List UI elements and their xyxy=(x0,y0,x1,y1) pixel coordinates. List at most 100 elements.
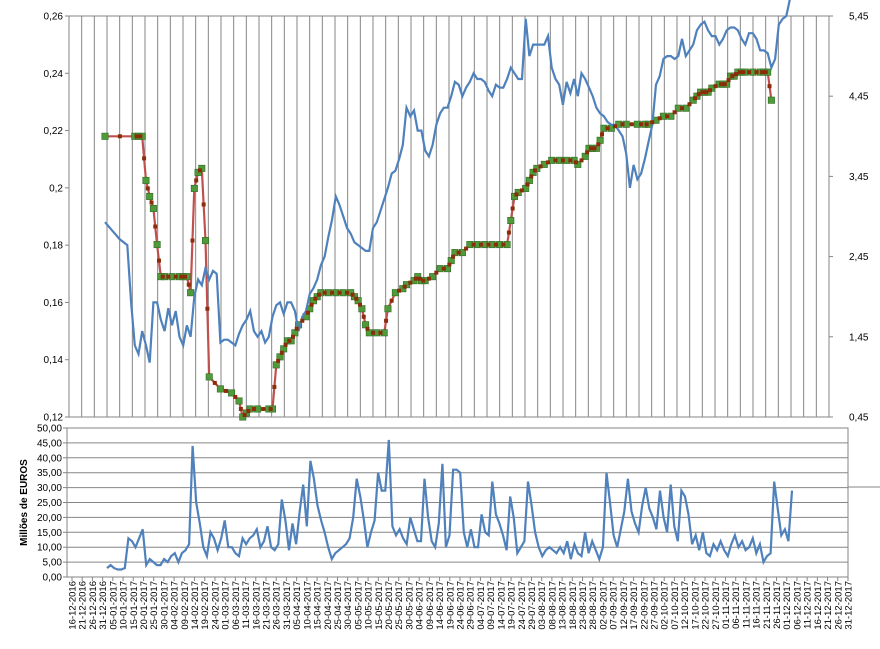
series-right-minor-point xyxy=(309,302,314,307)
series-right-minor-point xyxy=(194,178,199,183)
bottom-x-tick-label: 05-04-2017 xyxy=(292,581,303,630)
bottom-x-tick-label: 11-11-2017 xyxy=(741,581,752,628)
bottom-axis-tick-label: 25,00 xyxy=(37,498,62,509)
series-right-minor-point xyxy=(145,186,150,191)
series-right-minor-point xyxy=(680,106,685,111)
bottom-x-tick-label: 21-03-2017 xyxy=(262,581,273,630)
bottom-x-tick-label: 20-04-2017 xyxy=(323,581,334,630)
series-right-minor-point xyxy=(730,74,735,79)
series-right-point xyxy=(235,397,243,405)
bottom-x-tick-label: 31-03-2017 xyxy=(282,581,293,630)
series-right-minor-point xyxy=(532,168,537,173)
series-right-minor-point xyxy=(510,206,515,211)
bottom-x-tick-label: 30-05-2017 xyxy=(404,581,415,630)
series-right-minor-point xyxy=(251,406,256,411)
bottom-x-tick-label: 19-02-2017 xyxy=(200,581,211,630)
series-right-minor-point xyxy=(317,292,322,297)
series-right-minor-point xyxy=(305,310,310,315)
bottom-series-line xyxy=(106,439,794,571)
bottom-x-tick-label: 11-03-2017 xyxy=(241,581,252,629)
series-right-minor-point xyxy=(553,158,558,163)
series-right-minor-point xyxy=(538,164,543,169)
bottom-x-tick-label: 21-11-2017 xyxy=(762,581,773,629)
bottom-x-tick-label: 26-12-2017 xyxy=(833,581,844,630)
bottom-x-tick-label: 06-11-2017 xyxy=(731,581,742,629)
series-right-minor-point xyxy=(613,124,618,129)
left-axis-tick-label: 0,24 xyxy=(44,69,64,80)
series-right-point xyxy=(190,184,198,192)
bottom-x-tick-label: 15-05-2017 xyxy=(374,581,385,630)
series-right-minor-point xyxy=(276,358,281,363)
bottom-x-tick-label: 09-06-2017 xyxy=(425,581,436,630)
series-right-minor-point xyxy=(183,274,188,279)
series-right-minor-point xyxy=(186,282,191,287)
series-right-point xyxy=(391,289,399,297)
series-right-minor-point xyxy=(525,182,530,187)
left-axis-tick-label: 0,16 xyxy=(44,298,64,309)
bottom-x-tick-label: 26-11-2017 xyxy=(772,581,783,629)
bottom-x-tick-label: 10-05-2017 xyxy=(364,581,375,630)
series-right-point xyxy=(205,373,213,381)
series-right-minor-point xyxy=(605,126,610,131)
series-right-minor-point xyxy=(596,142,601,147)
bottom-x-tick-label: 05-05-2017 xyxy=(353,581,364,630)
series-right-minor-point xyxy=(426,276,431,281)
series-right-minor-point xyxy=(568,158,573,163)
series-right-minor-point xyxy=(592,146,597,151)
bottom-x-tick-label: 29-06-2017 xyxy=(466,581,477,630)
bottom-x-tick-label: 06-12-2017 xyxy=(792,581,803,630)
series-right-point xyxy=(187,289,195,297)
bottom-x-tick-label: 31-12-2017 xyxy=(844,581,855,630)
series-right-minor-point xyxy=(378,330,383,335)
bottom-x-tick-label: 16-12-2017 xyxy=(813,581,824,630)
bottom-x-tick-label: 10-04-2017 xyxy=(302,581,313,630)
series-right-minor-point xyxy=(479,242,484,247)
bottom-x-tick-label: 24-07-2017 xyxy=(517,581,528,630)
series-right-minor-point xyxy=(657,116,662,121)
series-right-minor-point xyxy=(696,92,701,97)
series-right-minor-point xyxy=(585,150,590,155)
bottom-x-tick-label: 18-08-2017 xyxy=(568,581,579,630)
series-right-minor-point xyxy=(421,278,426,283)
bottom-x-tick-label: 02-09-2017 xyxy=(598,581,609,630)
series-right-minor-point xyxy=(560,158,565,163)
series-right-minor-point xyxy=(620,122,625,127)
series-left-line xyxy=(104,0,791,363)
bottom-x-tick-label: 14-02-2017 xyxy=(190,581,201,630)
bottom-x-tick-label: 13-08-2017 xyxy=(558,581,569,630)
series-right-minor-point xyxy=(190,238,195,243)
series-right-point xyxy=(228,389,236,397)
series-right-minor-point xyxy=(179,274,184,279)
series-right-minor-point xyxy=(579,158,584,163)
bottom-axis-tick-label: 0,00 xyxy=(43,573,63,584)
series-right-minor-point xyxy=(665,114,670,119)
bottom-x-tick-label: 26-03-2017 xyxy=(272,581,283,630)
bottom-x-tick-label: 29-07-2017 xyxy=(527,581,538,630)
bottom-x-tick-label: 16-03-2017 xyxy=(251,581,262,630)
series-right-minor-point xyxy=(760,70,765,75)
left-axis-tick-label: 0,12 xyxy=(44,413,64,424)
bottom-x-tick-label: 30-01-2017 xyxy=(159,581,170,630)
series-right-minor-point xyxy=(354,296,359,301)
series-right-minor-point xyxy=(719,82,724,87)
series-right-minor-point xyxy=(268,406,273,411)
series-right-minor-point xyxy=(763,70,768,75)
series-right-minor-point xyxy=(486,242,491,247)
series-right-minor-point xyxy=(573,160,578,165)
series-right-point xyxy=(540,160,548,168)
series-right-minor-point xyxy=(722,82,727,87)
series-right-minor-point xyxy=(201,202,206,207)
bottom-x-tick-label: 24-06-2017 xyxy=(456,581,467,630)
series-right-minor-point xyxy=(408,280,413,285)
bottom-x-tick-label: 11-12-2017 xyxy=(803,581,814,629)
series-right-minor-point xyxy=(519,188,524,193)
bottom-x-tick-label: 01-12-2017 xyxy=(782,581,793,630)
series-right-minor-point xyxy=(361,314,366,319)
series-right-minor-point xyxy=(283,342,288,347)
series-right-point xyxy=(101,132,109,140)
series-right-minor-point xyxy=(599,132,604,137)
series-right-minor-point xyxy=(434,270,439,275)
series-right-minor-point xyxy=(451,254,456,259)
series-right-point xyxy=(384,305,392,313)
